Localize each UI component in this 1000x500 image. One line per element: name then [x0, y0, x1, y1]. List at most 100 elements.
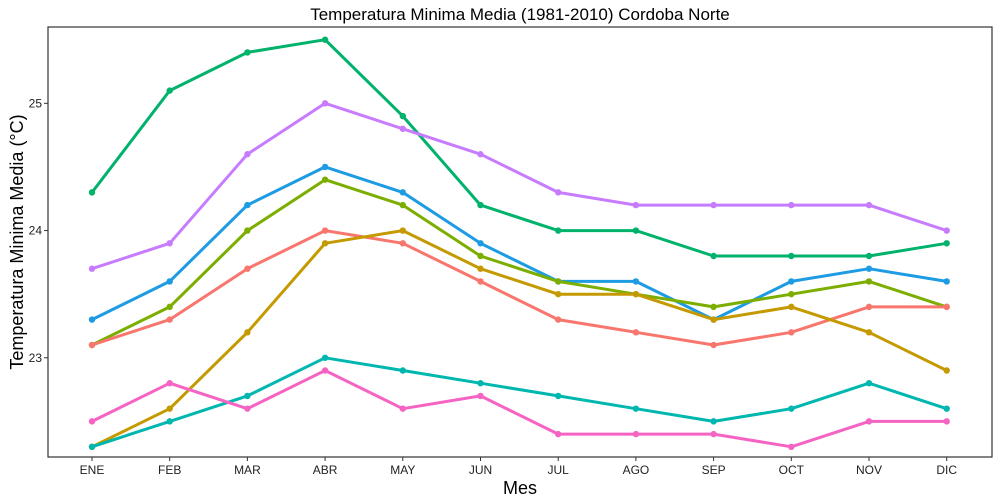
series-6	[88, 227, 950, 451]
data-point	[865, 278, 873, 285]
series-2	[88, 100, 950, 272]
y-tick-label: 25	[29, 96, 43, 110]
data-point	[555, 227, 562, 234]
data-point	[943, 240, 950, 247]
data-point	[788, 329, 795, 336]
data-point	[88, 189, 96, 196]
x-axis: ENE FEB MAR ABR MAY JUN JUL AGO SEP OCT NOV DIC	[80, 457, 957, 477]
data-point	[943, 405, 950, 412]
data-point	[632, 405, 640, 412]
chart-title: Temperatura Minima Media (1981-2010) Cor…	[310, 5, 730, 24]
series-7	[88, 354, 950, 451]
series-line	[90, 356, 949, 449]
data-point	[321, 176, 329, 183]
series-line	[90, 101, 949, 271]
data-point	[788, 303, 795, 311]
data-point	[399, 201, 406, 209]
y-tick-label: 24	[29, 224, 43, 238]
data-point	[943, 227, 950, 234]
data-point	[710, 430, 717, 438]
y-axis: 23 24 25	[29, 96, 48, 365]
data-point	[710, 341, 717, 349]
data-point	[399, 240, 406, 247]
y-axis-label: Temperatura Minima Media (°C)	[7, 114, 27, 369]
data-point	[321, 354, 329, 361]
x-tick-label: ENE	[80, 463, 105, 477]
series-line	[90, 229, 949, 347]
data-point	[244, 392, 251, 400]
data-point	[632, 290, 640, 298]
series-line	[90, 38, 949, 258]
data-point	[788, 278, 795, 285]
data-point	[865, 329, 873, 336]
data-point	[788, 201, 795, 209]
data-point	[244, 151, 251, 158]
data-point	[321, 240, 329, 247]
series-1	[88, 36, 950, 260]
data-point	[321, 163, 329, 171]
data-point	[88, 316, 96, 323]
data-point	[399, 227, 406, 234]
data-point	[788, 252, 795, 260]
data-point	[166, 380, 173, 387]
data-point	[321, 100, 329, 107]
data-point	[555, 189, 562, 196]
data-point	[321, 367, 329, 374]
data-point	[632, 430, 640, 438]
data-point	[88, 341, 96, 349]
x-tick-label: AGO	[623, 463, 650, 477]
data-point	[943, 367, 950, 374]
data-point	[477, 252, 484, 260]
data-point	[166, 87, 173, 94]
data-point	[865, 201, 873, 209]
data-point	[166, 418, 173, 425]
y-tick-label: 23	[29, 351, 43, 365]
data-point	[632, 227, 640, 234]
data-point	[88, 443, 96, 451]
data-point	[477, 265, 484, 272]
data-point	[477, 151, 484, 158]
x-tick-label: NOV	[856, 463, 882, 477]
series-line	[90, 165, 949, 322]
data-point	[865, 380, 873, 387]
data-point	[88, 418, 96, 425]
data-point	[399, 112, 406, 120]
data-point	[166, 240, 173, 247]
data-point	[865, 252, 873, 260]
x-tick-label: FEB	[158, 463, 181, 477]
data-point	[166, 316, 173, 323]
data-point	[244, 405, 251, 412]
data-point	[943, 303, 950, 311]
data-point	[244, 329, 251, 336]
x-tick-label: DIC	[936, 463, 957, 477]
data-point	[321, 36, 329, 43]
plot-frame	[47, 26, 993, 458]
data-point	[477, 392, 484, 400]
data-point	[477, 201, 484, 209]
data-point	[399, 189, 406, 196]
data-point	[244, 227, 251, 234]
data-point	[166, 278, 173, 285]
data-point	[477, 240, 484, 247]
x-tick-label: MAY	[390, 463, 415, 477]
data-point	[555, 392, 562, 400]
data-point	[477, 278, 484, 285]
data-point	[477, 380, 484, 387]
data-point	[865, 265, 873, 272]
data-point	[865, 303, 873, 311]
data-point	[399, 125, 406, 132]
series-line	[90, 178, 949, 347]
data-point	[632, 278, 640, 285]
data-point	[710, 418, 717, 425]
data-point	[710, 316, 717, 323]
data-point	[710, 201, 717, 209]
series-line	[90, 229, 949, 449]
data-point	[244, 49, 251, 56]
data-point	[710, 252, 717, 260]
x-tick-label: SEP	[702, 463, 726, 477]
series-5	[88, 227, 950, 349]
data-point	[710, 303, 717, 311]
data-point	[399, 367, 406, 374]
data-point	[943, 278, 950, 285]
series-line	[90, 369, 949, 449]
